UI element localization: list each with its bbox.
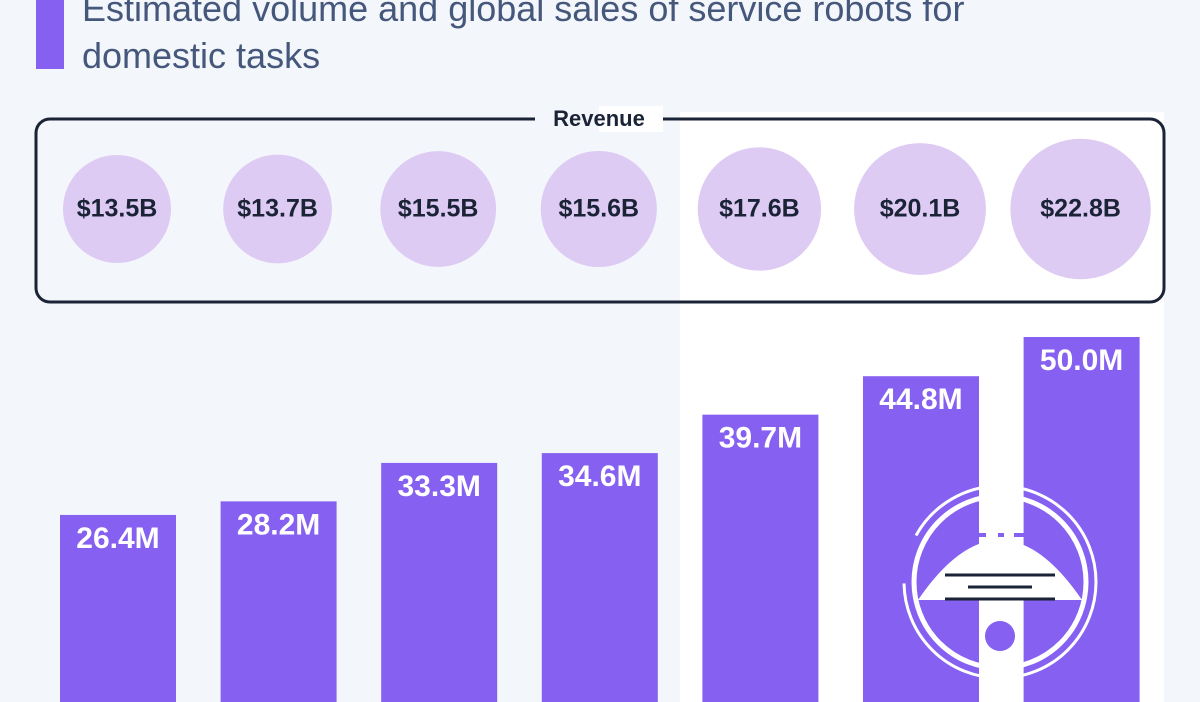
title-accent	[36, 0, 64, 69]
revenue-bubble	[697, 147, 822, 271]
revenue-bubble	[854, 143, 986, 275]
value-label: 34.6M	[558, 460, 641, 493]
value-label: 44.8M	[879, 383, 962, 416]
value-label: 39.7M	[719, 422, 802, 455]
revenue-bubble	[223, 154, 333, 264]
bar	[1023, 337, 1140, 702]
value-label: 50.0M	[1040, 344, 1123, 377]
revenue-label: Revenue	[553, 106, 645, 131]
robot-icon	[902, 484, 1098, 680]
revenue-label: $13.5B	[77, 195, 158, 223]
bar	[863, 376, 979, 702]
revenue-label-bg	[599, 106, 663, 132]
revenue-bubble	[62, 154, 172, 264]
value-label: 33.3M	[398, 470, 481, 503]
revenue-label: $13.7B	[237, 195, 318, 223]
bar	[381, 462, 498, 702]
revenue-label: $20.1B	[880, 195, 961, 223]
revenue-bubble	[380, 151, 497, 267]
bar	[541, 453, 658, 702]
revenue-label: $17.6B	[719, 195, 800, 223]
bar	[702, 414, 819, 702]
value-label: 26.4M	[76, 522, 159, 555]
chart-title: Estimated volume and global sales of ser…	[82, 0, 965, 76]
revenue-label: $15.6B	[558, 195, 639, 223]
revenue-label: $15.5B	[398, 195, 479, 223]
bar	[220, 501, 337, 702]
revenue-bubble	[1010, 138, 1151, 280]
revenue-label: $22.8B	[1040, 195, 1121, 223]
revenue-bubble	[540, 150, 657, 268]
bar	[60, 514, 176, 702]
value-label: 28.2M	[237, 508, 320, 541]
